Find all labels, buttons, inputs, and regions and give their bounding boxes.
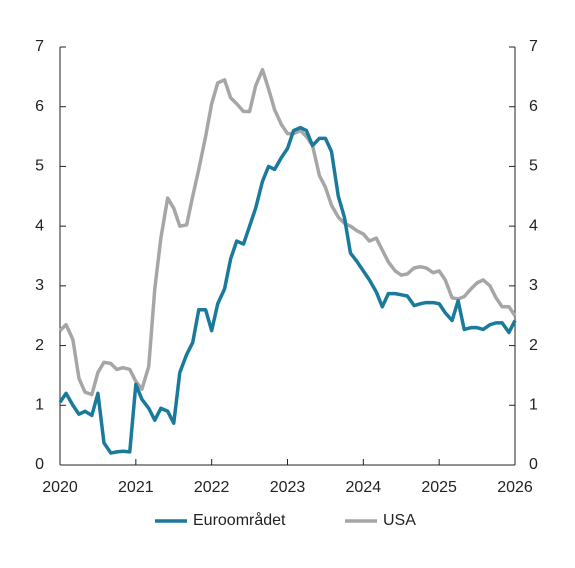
y2-tick-label: 2 (529, 337, 538, 354)
series-line (58, 67, 517, 397)
y-tick-label: 2 (35, 337, 44, 354)
y2-tick-label: 7 (529, 38, 538, 55)
y-tick-label: 4 (35, 217, 44, 234)
y-tick-label: 0 (35, 456, 44, 473)
x-tick-label: 2020 (42, 479, 78, 496)
y2-tick-label: 4 (529, 217, 538, 234)
y2-tick-label: 0 (529, 456, 538, 473)
legend-label: USA (383, 512, 416, 529)
y2-tick-label: 5 (529, 158, 538, 175)
y-tick-label: 1 (35, 397, 44, 414)
y-tick-label: 3 (35, 277, 44, 294)
y2-tick-label: 6 (529, 98, 538, 115)
y-tick-label: 7 (35, 38, 44, 55)
x-tick-label: 2022 (194, 479, 230, 496)
y2-tick-label: 1 (529, 397, 538, 414)
legend-label: Euroområdet (193, 511, 286, 529)
x-tick-label: 2024 (346, 479, 382, 496)
y2-tick-label: 3 (529, 277, 538, 294)
y-tick-label: 5 (35, 158, 44, 175)
series-line (58, 125, 517, 455)
x-tick-label: 2025 (421, 479, 457, 496)
x-tick-label: 2026 (497, 479, 533, 496)
x-tick-label: 2023 (270, 479, 306, 496)
x-tick-label: 2021 (118, 479, 154, 496)
y-tick-label: 6 (35, 98, 44, 115)
